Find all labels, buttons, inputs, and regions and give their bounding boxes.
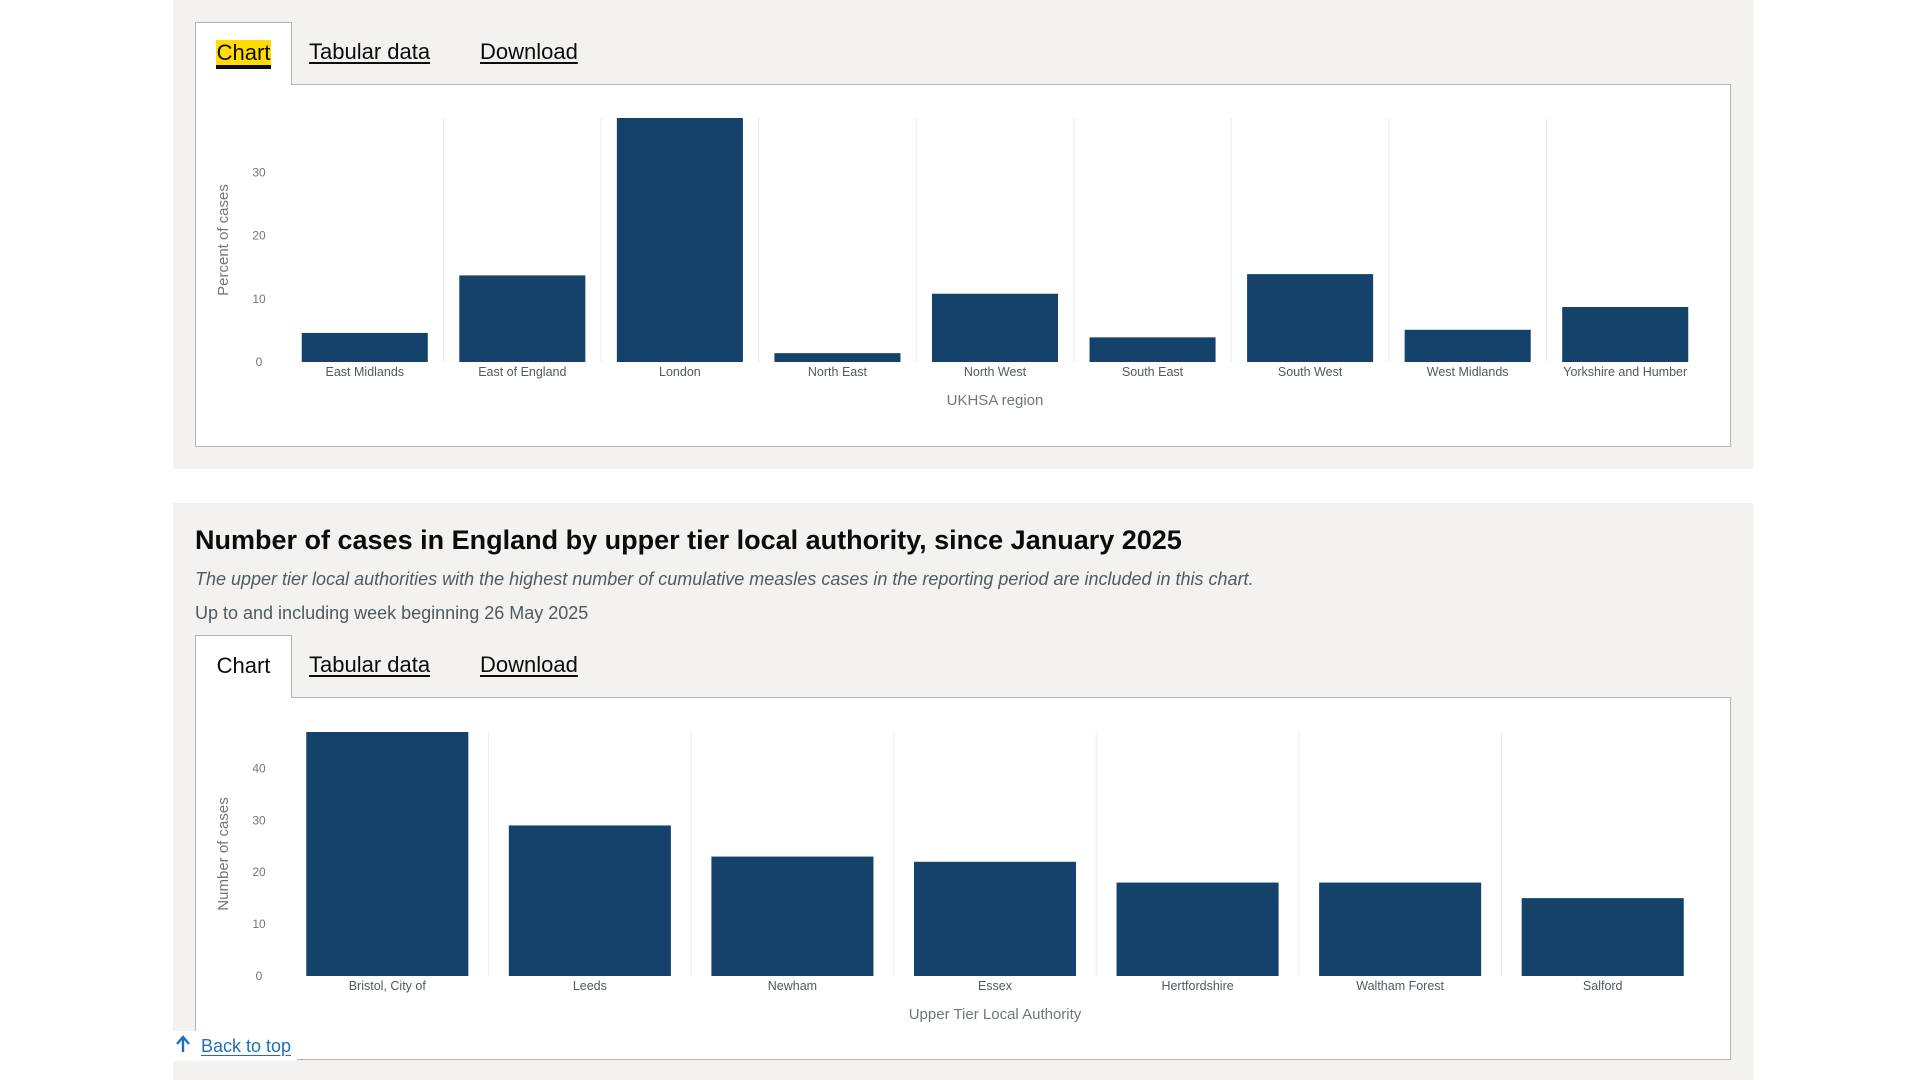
x-axis-title: UKHSA region	[947, 392, 1044, 409]
tab-chart[interactable]: Chart	[195, 635, 292, 698]
bar-west-midlands	[1404, 329, 1531, 362]
bar-leeds	[508, 825, 671, 976]
region-bar-chart: 0 10 20 30 East Midlands East of England Londo…	[215, 118, 1689, 409]
y-axis-title: Number of cases	[215, 797, 232, 910]
x-tick-label: South East	[1122, 365, 1184, 379]
x-axis-title: Upper Tier Local Authority	[909, 1006, 1082, 1023]
bar-london	[616, 118, 743, 362]
x-tick-label: Leeds	[573, 979, 607, 993]
bar-salford	[1521, 898, 1684, 976]
authority-chart-panel: Number of cases in England by upper tier…	[173, 503, 1753, 1080]
y-tick-label: 10	[252, 917, 266, 931]
authority-bar-chart: 0 10 20 30 40 Bristol, City of Leeds Newham Esse…	[215, 732, 1684, 1023]
x-tick-label: Essex	[978, 979, 1013, 993]
x-tick-label: Hertfordshire	[1161, 979, 1233, 993]
bar-waltham-forest	[1319, 882, 1482, 976]
x-tick-label: East Midlands	[326, 365, 405, 379]
bar-north-west	[931, 293, 1059, 362]
reporting-date-note: Up to and including week beginning 26 Ma…	[195, 603, 589, 623]
x-tick-label: South West	[1278, 365, 1343, 379]
region-chart-panel: Chart Tabular data Download 0 10 20 30 East …	[173, 0, 1753, 469]
x-tick-label: Bristol, City of	[349, 979, 427, 993]
y-axis-title: Percent of cases	[215, 184, 232, 296]
bar-yorkshire-and-humber	[1562, 307, 1689, 362]
y-tick-label: 20	[252, 229, 266, 243]
y-tick-label: 30	[252, 165, 266, 179]
y-tick-label: 0	[256, 969, 263, 983]
bar-south-west	[1247, 274, 1374, 362]
tab-download[interactable]: Download	[480, 39, 578, 64]
x-tick-label: East of England	[478, 365, 566, 379]
bar-essex	[913, 861, 1077, 976]
chart-subtitle: The upper tier local authorities with th…	[195, 569, 1254, 589]
x-tick-label: Waltham Forest	[1356, 979, 1444, 993]
x-tick-label: Salford	[1583, 979, 1623, 993]
y-tick-label: 20	[252, 865, 266, 879]
bar-bristol-city-of	[306, 732, 469, 976]
bar-east-midlands	[301, 332, 428, 362]
y-tick-label: 30	[252, 813, 266, 827]
chart-area: 0 10 20 30 40 Bristol, City of Leeds Newham Esse…	[195, 697, 1731, 1060]
bar-east-of-england	[459, 275, 586, 362]
y-tick-label: 0	[256, 355, 263, 369]
x-tick-label: Yorkshire and Humber	[1563, 365, 1687, 379]
tab-chart[interactable]: Chart	[195, 22, 292, 85]
tab-tabular-data[interactable]: Tabular data	[309, 39, 431, 64]
chart-tabs: Chart Tabular data Download	[195, 635, 1731, 698]
chart-tabs: Chart Tabular data Download	[195, 22, 1731, 85]
chart-area: 0 10 20 30 East Midlands East of England Londo…	[195, 84, 1731, 447]
back-to-top[interactable]: Back to top	[173, 1031, 298, 1061]
tab-download[interactable]: Download	[480, 652, 578, 677]
back-to-top-link[interactable]: Back to top	[201, 1035, 292, 1056]
y-tick-label: 40	[252, 761, 266, 775]
bar-north-east	[774, 353, 901, 362]
arrow-up-icon	[173, 1034, 193, 1059]
x-tick-label: Newham	[768, 979, 817, 993]
bar-hertfordshire	[1116, 882, 1279, 976]
chart-heading: Number of cases in England by upper tier…	[195, 525, 1182, 555]
x-tick-label: North East	[808, 365, 868, 379]
y-tick-label: 10	[252, 292, 266, 306]
tab-chart-label: Chart	[216, 653, 271, 678]
bar-newham	[711, 856, 874, 976]
x-tick-label: London	[659, 365, 701, 379]
bar-south-east	[1089, 337, 1216, 362]
x-tick-label: North West	[964, 365, 1027, 379]
x-tick-label: West Midlands	[1427, 365, 1509, 379]
tab-chart-label: Chart	[215, 40, 272, 65]
tab-tabular-data[interactable]: Tabular data	[309, 652, 431, 677]
